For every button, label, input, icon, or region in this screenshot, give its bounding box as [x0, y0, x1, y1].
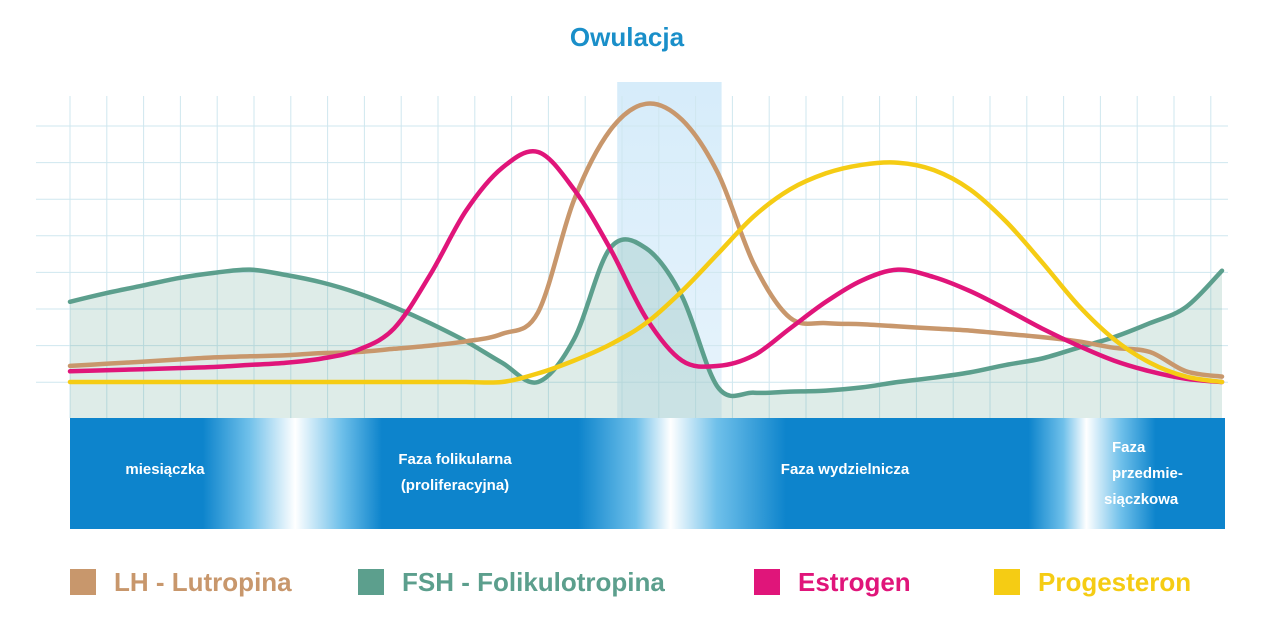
phase-band [70, 418, 1225, 529]
legend-item-lh: LH - Lutropina [70, 560, 292, 604]
phase-labels: miesiączka Faza folikularna (proliferacyjn… [125, 439, 1182, 508]
phase-label-2: Faza folikularna (proliferacyjna) [398, 451, 512, 494]
phase-label-line: miesiączka [125, 461, 205, 478]
legend-label: FSH - Folikulotropina [402, 566, 665, 597]
phase-label-3: Faza wydzielnicza [781, 461, 910, 478]
series-line-lh [67, 101, 1225, 379]
fsh-area-fill [70, 239, 1222, 418]
legend-item-estrogen: Estrogen [754, 560, 911, 604]
legend: LH - Lutropina FSH - Folikulotropina Estro… [0, 560, 1280, 604]
series-line-fsh [67, 237, 1225, 399]
phase-label-line: Faza [1112, 439, 1146, 456]
fsh-area [70, 239, 1222, 418]
phase-label-line: Faza folikularna [398, 451, 512, 468]
series-line-progesteron [67, 160, 1225, 385]
legend-item-fsh: FSH - Folikulotropina [358, 560, 665, 604]
series-lines [67, 101, 1225, 399]
legend-label: Estrogen [798, 566, 911, 597]
phase-label-line: siączkowa [1104, 491, 1179, 508]
phase-label-line: Faza wydzielnicza [781, 461, 910, 478]
hormone-cycle-chart: Owulacja miesiączka Faza folikularna (prol… [36, 22, 1228, 529]
legend-swatch [358, 569, 384, 595]
legend-swatch [994, 569, 1020, 595]
series-line-estrogen [67, 149, 1225, 385]
legend-item-progesteron: Progesteron [994, 560, 1191, 604]
phase-label-line: przedmie- [1112, 465, 1183, 482]
chart-title: Owulacja [570, 22, 685, 52]
legend-label: LH - Lutropina [114, 566, 292, 597]
phase-label-4: Faza przedmie-siączkowa [1104, 439, 1183, 508]
legend-swatch [70, 569, 96, 595]
legend-label: Progesteron [1038, 566, 1192, 597]
grid [36, 96, 1228, 418]
phase-label-line: (proliferacyjna) [401, 477, 509, 494]
phase-label-1: miesiączka [125, 461, 205, 478]
legend-swatch [754, 569, 780, 595]
